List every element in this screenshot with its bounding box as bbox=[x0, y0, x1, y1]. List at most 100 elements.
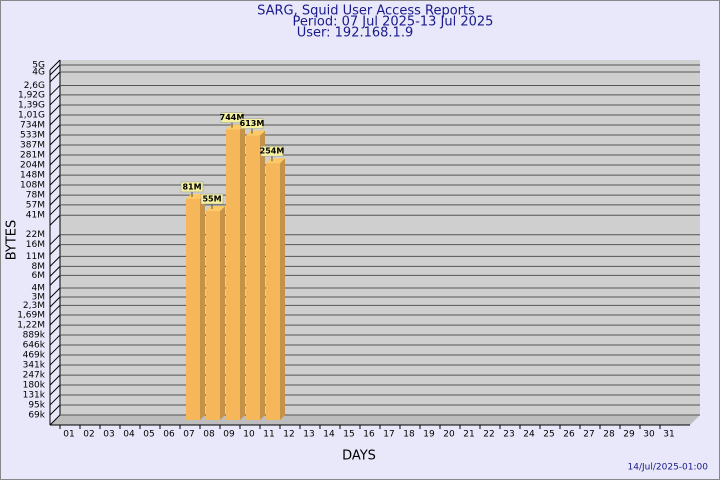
y-tick-label: 131k bbox=[23, 390, 46, 400]
y-tick bbox=[49, 265, 61, 277]
x-tick-label: 14 bbox=[323, 430, 335, 440]
y-tick bbox=[49, 134, 61, 146]
y-tick bbox=[49, 304, 61, 316]
bar bbox=[186, 198, 200, 420]
x-tick-label: 26 bbox=[563, 430, 575, 440]
y-tick bbox=[49, 114, 61, 126]
chart-subtitle: Period: 07 Jul 2025-13 Jul 2025 bbox=[293, 15, 494, 30]
y-tick-label: 1,92G bbox=[18, 90, 45, 100]
x-tick-label: 22 bbox=[483, 430, 494, 440]
y-tick-label: 108M bbox=[20, 180, 45, 190]
y-tick bbox=[49, 104, 61, 116]
y-tick-label: 387M bbox=[20, 141, 45, 151]
x-tick-label: 17 bbox=[383, 430, 394, 440]
y-tick-label: 533M bbox=[20, 131, 45, 141]
y-tick bbox=[49, 274, 61, 286]
x-tick-label: 28 bbox=[603, 430, 615, 440]
y-tick bbox=[49, 204, 61, 216]
bar bbox=[266, 163, 280, 421]
bar-top bbox=[226, 124, 245, 130]
y-tick bbox=[49, 124, 61, 136]
x-tick-label: 25 bbox=[543, 430, 554, 440]
y-tick bbox=[49, 314, 61, 326]
y-tick bbox=[49, 394, 61, 406]
value-label: 254M bbox=[260, 147, 285, 156]
y-tick-label: 1,69M bbox=[17, 310, 45, 320]
y-tick-label: 41M bbox=[26, 211, 45, 221]
x-tick-label: 27 bbox=[583, 430, 594, 440]
bar bbox=[226, 129, 240, 421]
bar-top bbox=[246, 130, 265, 136]
y-tick bbox=[49, 154, 61, 166]
y-tick bbox=[49, 354, 61, 366]
y-tick-label: 4G bbox=[32, 67, 45, 77]
y-tick-label: 8M bbox=[32, 262, 46, 272]
y-tick-label: 180k bbox=[23, 381, 46, 391]
x-tick-label: 05 bbox=[143, 430, 154, 440]
x-tick-label: 10 bbox=[243, 430, 255, 440]
y-tick-label: 1,22M bbox=[17, 321, 45, 331]
y-tick bbox=[49, 184, 61, 196]
y-tick bbox=[49, 287, 61, 299]
x-tick-label: 09 bbox=[223, 430, 235, 440]
y-tick-label: 247k bbox=[23, 371, 46, 381]
value-label: 744M bbox=[220, 113, 245, 122]
x-tick-label: 29 bbox=[623, 430, 635, 440]
bar-top bbox=[206, 206, 225, 212]
x-tick-label: 21 bbox=[463, 430, 474, 440]
x-tick-label: 24 bbox=[523, 430, 535, 440]
bar-top bbox=[266, 158, 285, 164]
y-tick bbox=[49, 174, 61, 186]
bar-side bbox=[260, 130, 265, 420]
y-tick bbox=[49, 344, 61, 356]
y-tick bbox=[49, 164, 61, 176]
plot-floor bbox=[50, 415, 700, 425]
y-tick bbox=[49, 414, 61, 426]
y-tick-label: 78M bbox=[26, 191, 45, 201]
y-tick bbox=[49, 364, 61, 376]
y-tick-label: 1,01G bbox=[18, 111, 45, 121]
bar-side bbox=[240, 124, 245, 421]
y-tick-label: 3M bbox=[32, 293, 46, 303]
y-tick bbox=[49, 256, 61, 267]
y-tick bbox=[49, 384, 61, 396]
value-label: 55M bbox=[202, 195, 221, 204]
x-tick-label: 03 bbox=[103, 430, 114, 440]
y-tick-label: 204M bbox=[20, 161, 45, 171]
y-tick-label: 4M bbox=[32, 284, 46, 294]
x-tick-label: 18 bbox=[403, 430, 415, 440]
y-tick-label: 2,3M bbox=[23, 301, 45, 311]
y-tick-label: 281M bbox=[20, 151, 45, 161]
y-tick bbox=[49, 194, 61, 206]
y-tick bbox=[49, 244, 61, 256]
y-tick-label: 11M bbox=[26, 252, 45, 262]
x-tick-label: 20 bbox=[443, 430, 455, 440]
bar bbox=[206, 211, 220, 420]
x-tick-label: 11 bbox=[263, 430, 274, 440]
y-tick bbox=[49, 234, 61, 246]
y-axis-label: BYTES bbox=[5, 220, 20, 261]
x-tick-label: 01 bbox=[63, 430, 74, 440]
x-tick-label: 19 bbox=[423, 430, 435, 440]
y-tick-label: 469k bbox=[23, 351, 46, 361]
bar-top bbox=[186, 193, 205, 199]
y-tick-label: 22M bbox=[26, 230, 45, 240]
bar-side bbox=[220, 206, 225, 420]
y-tick-label: 6M bbox=[32, 271, 46, 281]
y-tick-label: 95k bbox=[28, 400, 45, 410]
y-tick-label: 646k bbox=[23, 341, 46, 351]
footer: 14/Jul/2025-01:00 bbox=[628, 463, 709, 473]
y-tick bbox=[49, 94, 61, 106]
x-tick-label: 12 bbox=[283, 430, 294, 440]
user: User: 192.168.1.9 bbox=[297, 26, 413, 41]
y-tick bbox=[49, 296, 61, 308]
y-tick bbox=[49, 404, 61, 416]
y-tick bbox=[49, 64, 61, 76]
y-tick-label: 889k bbox=[23, 331, 46, 341]
y-tick bbox=[49, 214, 61, 226]
y-tick bbox=[49, 71, 61, 83]
x-tick-label: 07 bbox=[183, 430, 194, 440]
x-tick-label: 15 bbox=[343, 430, 354, 440]
chart-title: SARG, Squid User Access Reports bbox=[257, 4, 475, 19]
